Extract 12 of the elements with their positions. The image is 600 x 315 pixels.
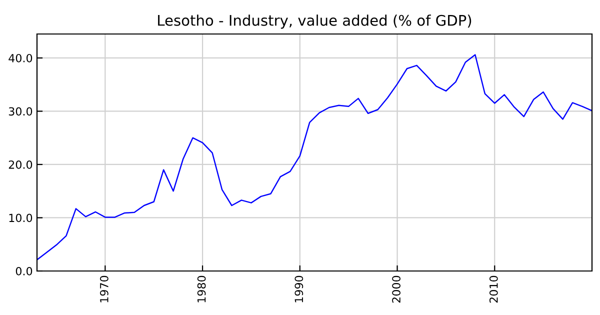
- y-tick-label: 40.0: [8, 54, 32, 62]
- y-tick-label: 10.0: [9, 214, 32, 222]
- x-tick-label: 1990: [294, 276, 304, 302]
- x-tick-label: 1970: [100, 276, 108, 302]
- x-tick-label: 1980: [197, 276, 206, 302]
- line-series: [37, 54, 592, 260]
- y-tick-label: 0.0: [16, 266, 32, 276]
- chart-title: Lesotho - Industry, value added (% of GDP): [158, 14, 472, 29]
- y-tick-label: 30.0: [8, 107, 32, 116]
- x-tick-label: 2010: [489, 276, 498, 303]
- y-tick-label: 20.0: [8, 160, 32, 169]
- x-tick-label: 2000: [392, 276, 400, 303]
